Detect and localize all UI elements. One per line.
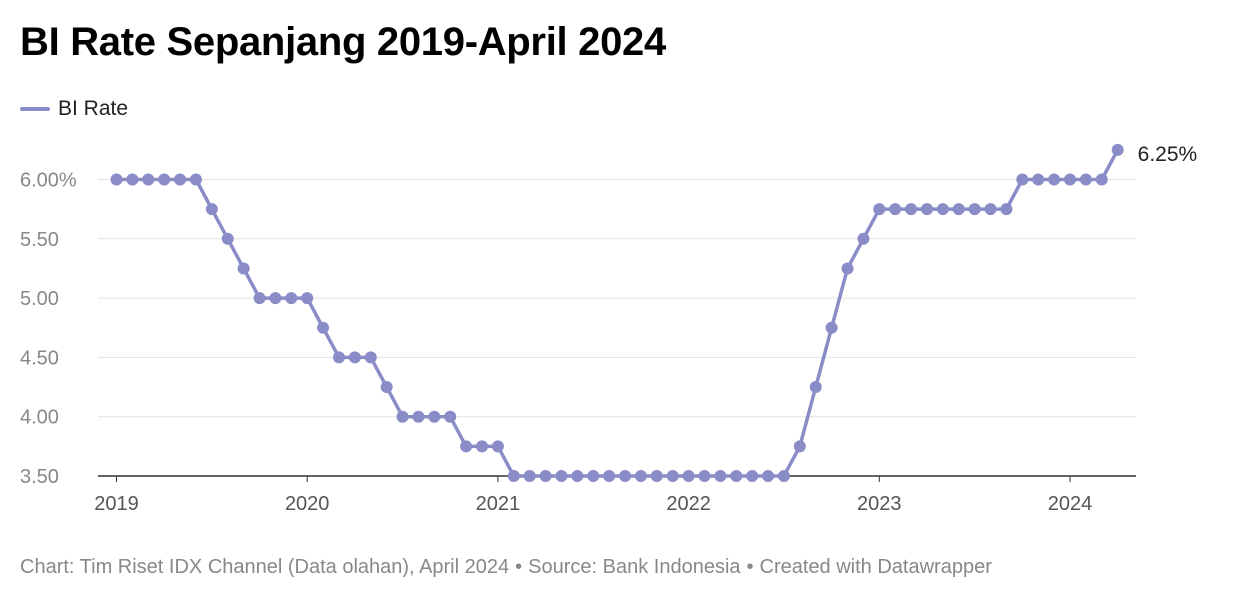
data-point: [460, 440, 473, 453]
data-point: [1111, 143, 1124, 156]
data-point: [205, 203, 218, 216]
data-point: [444, 410, 457, 423]
footer-credit: Chart: Tim Riset IDX Channel (Data olaha…: [20, 556, 510, 578]
data-point: [476, 440, 489, 453]
footer: Chart: Tim Riset IDX Channel (Data olaha…: [20, 556, 992, 579]
data-point: [412, 410, 425, 423]
footer-separator: •: [515, 556, 523, 578]
data-point: [777, 470, 790, 482]
last-value-label: 6.25%: [1138, 143, 1198, 166]
legend-label: BI Rate: [58, 97, 129, 120]
data-point: [889, 203, 902, 216]
data-point: [364, 351, 377, 364]
data-point: [746, 470, 759, 482]
data-point: [825, 321, 838, 334]
data-point: [1095, 173, 1108, 186]
data-point: [730, 470, 743, 482]
data-point: [317, 321, 330, 334]
data-point: [650, 470, 663, 482]
x-tick-label: 2022: [666, 493, 711, 515]
data-point: [142, 173, 155, 186]
data-point: [920, 203, 933, 216]
data-point: [587, 470, 600, 482]
y-tick-label: 4.50: [20, 347, 59, 369]
data-point: [1032, 173, 1045, 186]
data-point: [714, 470, 727, 482]
data-point: [857, 232, 870, 245]
data-point: [603, 470, 616, 482]
data-point: [952, 203, 965, 216]
data-point: [793, 440, 806, 453]
data-point: [905, 203, 918, 216]
data-point: [237, 262, 250, 275]
data-point: [1016, 173, 1029, 186]
x-tick-label: 2023: [857, 493, 902, 515]
line-chart: 6.00%5.505.004.504.003.50 2019 2020 2021 20…: [20, 143, 1198, 515]
y-tick-label: 5.50: [20, 229, 59, 251]
data-point: [491, 440, 504, 453]
data-point: [301, 292, 314, 305]
data-point: [698, 470, 711, 482]
data-point: [984, 203, 997, 216]
data-point: [126, 173, 139, 186]
data-point: [762, 470, 775, 482]
data-point: [1048, 173, 1061, 186]
data-point: [396, 410, 409, 423]
data-point: [1000, 203, 1013, 216]
x-tick-label: 2021: [476, 493, 521, 515]
data-point: [571, 470, 584, 482]
x-tick-label: 2024: [1048, 493, 1093, 515]
chart-title: BI Rate Sepanjang 2019-April 2024: [20, 20, 666, 64]
data-point: [841, 262, 854, 275]
data-point: [523, 470, 536, 482]
data-point: [348, 351, 361, 364]
data-point: [507, 470, 520, 482]
y-tick-label: 3.50: [20, 466, 59, 488]
data-point: [968, 203, 981, 216]
data-point: [253, 292, 266, 305]
y-tick-label: 6.00%: [20, 170, 77, 192]
data-point: [269, 292, 282, 305]
legend-swatch: [20, 107, 50, 111]
data-point: [189, 173, 202, 186]
data-point: [428, 410, 441, 423]
data-point: [809, 381, 822, 394]
data-points: [110, 143, 1124, 482]
data-point: [174, 173, 187, 186]
footer-separator: •: [746, 556, 754, 578]
x-tick-label: 2019: [94, 493, 139, 515]
data-point: [634, 470, 647, 482]
y-axis: 6.00% 5.50 5.00 4.50 4.00 3.50: [20, 170, 77, 489]
series-line-bi-rate: [114, 148, 1120, 478]
data-point: [285, 292, 298, 305]
data-point: [1064, 173, 1076, 186]
data-point: [539, 470, 552, 482]
data-point: [666, 470, 679, 482]
data-point: [158, 173, 171, 186]
x-tick-label: 2020: [285, 493, 330, 515]
data-point: [619, 470, 632, 482]
data-point: [936, 203, 949, 216]
gridlines: [98, 179, 1136, 477]
x-axis: 2019 2020 2021 2022 2023 2024: [94, 476, 1092, 515]
data-point: [682, 470, 695, 482]
legend: BI Rate: [20, 97, 128, 121]
data-point: [110, 173, 123, 186]
data-point: [873, 203, 886, 216]
data-point: [221, 232, 234, 245]
data-point: [555, 470, 568, 482]
data-point: [332, 351, 345, 364]
footer-created-with: Created with Datawrapper: [759, 556, 992, 578]
footer-source: Source: Bank Indonesia: [528, 556, 741, 578]
data-point: [380, 381, 393, 394]
y-tick-label: 4.00: [20, 407, 59, 429]
data-point: [1079, 173, 1092, 186]
y-tick-label: 5.00: [20, 288, 59, 310]
